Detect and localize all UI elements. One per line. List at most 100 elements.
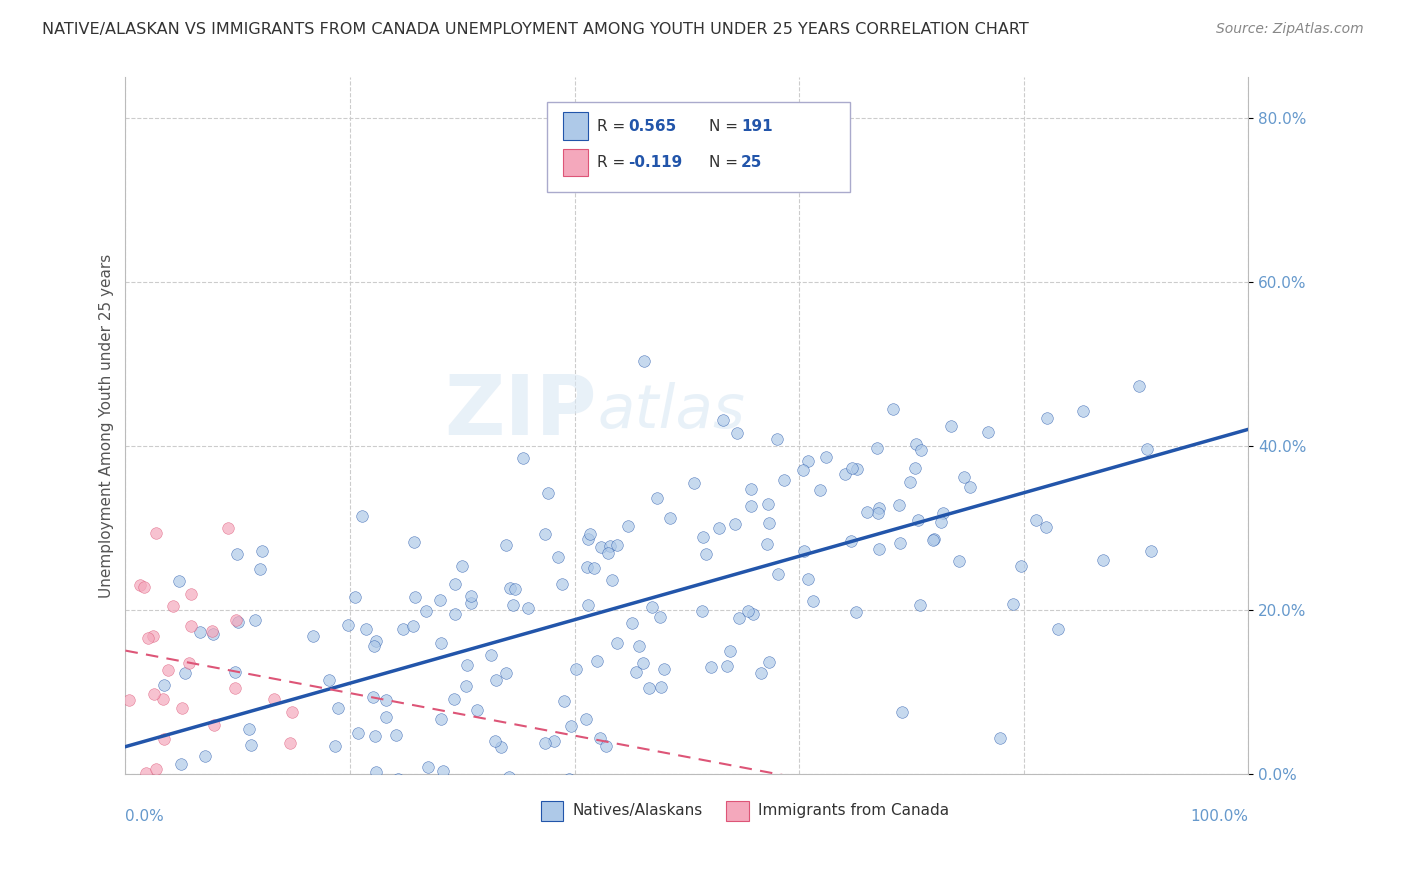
Point [648,609,671,624]
Point [498,770,520,784]
Point [444,577,467,591]
Point [364,729,387,743]
Point [690,604,713,618]
Point [269,777,291,791]
Point [346,726,368,740]
Point [792,463,814,477]
Point [225,547,247,561]
Point [484,733,506,747]
Point [239,738,262,752]
Point [868,542,890,557]
Point [576,598,599,612]
Point [606,538,628,552]
Point [868,506,890,520]
Point [560,719,582,733]
Point [575,560,598,574]
Point [280,736,302,750]
Point [416,760,439,774]
Point [134,580,156,594]
Point [801,594,824,608]
Point [402,618,425,632]
Point [988,731,1011,746]
Text: NATIVE/ALASKAN VS IMMIGRANTS FROM CANADA UNEMPLOYMENT AMONG YOUTH UNDER 25 YEARS: NATIVE/ALASKAN VS IMMIGRANTS FROM CANADA… [42,22,1029,37]
Point [460,589,482,603]
Point [224,665,246,679]
Point [565,662,588,676]
Point [669,783,692,797]
Text: -0.119: -0.119 [628,155,683,170]
Point [543,734,565,748]
Text: N =: N = [710,119,744,134]
Point [503,582,526,596]
Point [758,655,780,669]
Point [932,507,955,521]
FancyBboxPatch shape [547,102,849,193]
Point [238,722,260,736]
Point [224,681,246,695]
Point [145,762,167,776]
Point [695,547,717,561]
Point [766,567,789,582]
Point [454,680,477,694]
Point [152,678,174,692]
Point [479,648,502,663]
Point [156,663,179,677]
Point [364,633,387,648]
Point [756,497,779,511]
Point [652,662,675,676]
Point [866,442,889,456]
Point [749,665,772,680]
Point [898,475,921,489]
Point [416,783,439,797]
Text: 0.0%: 0.0% [125,809,165,824]
Text: 100.0%: 100.0% [1191,809,1249,824]
Point [318,673,340,687]
Point [297,783,319,797]
Point [547,549,569,564]
Point [263,692,285,706]
Point [948,553,970,567]
Point [638,681,661,695]
Text: 191: 191 [741,119,772,134]
Point [285,783,308,797]
Point [502,598,524,612]
Point [905,437,928,451]
FancyBboxPatch shape [727,801,749,821]
Point [250,544,273,558]
Point [922,532,945,546]
Point [432,764,454,778]
Point [631,657,654,671]
Point [796,454,818,468]
Point [263,783,285,797]
Point [841,461,863,475]
Point [585,654,607,668]
Point [534,526,557,541]
Point [537,485,560,500]
Point [582,561,605,575]
Point [217,520,239,534]
Point [169,756,191,771]
Point [903,461,925,475]
Point [659,511,682,525]
Point [834,467,856,481]
Point [170,701,193,715]
Point [201,627,224,641]
Point [499,581,522,595]
Text: Natives/Alaskans: Natives/Alaskans [572,803,703,818]
Text: Immigrants from Canada: Immigrants from Canada [758,803,949,818]
Point [716,659,738,673]
Point [281,706,304,720]
Point [953,470,976,484]
Point [219,783,242,797]
Point [135,766,157,780]
Point [183,776,205,790]
Point [201,624,224,638]
Point [929,515,952,529]
Point [129,578,152,592]
Point [484,673,506,688]
Point [1140,544,1163,558]
Point [740,483,762,497]
Point [579,527,602,541]
Point [363,639,385,653]
Point [534,736,557,750]
